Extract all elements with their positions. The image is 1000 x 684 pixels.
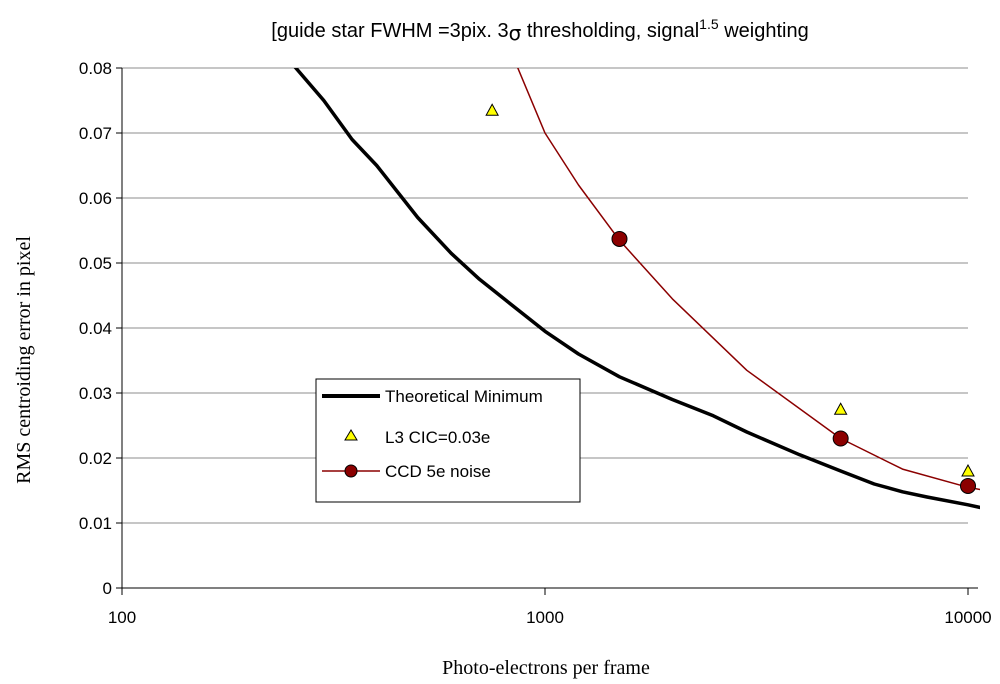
- y-tick-label: 0.07: [79, 124, 112, 143]
- l3-cic-marker: [485, 103, 499, 116]
- legend: Theoretical Minimum L3 CIC=0.03e CCD 5e …: [315, 378, 581, 503]
- x-tick-label: 1000: [526, 608, 564, 627]
- series-theoretical-minimum-line: [293, 68, 980, 510]
- y-tick-label: 0: [103, 579, 112, 598]
- legend-label-l3-cic: L3 CIC=0.03e: [385, 428, 490, 447]
- l3-cic-marker: [961, 463, 975, 477]
- ccd-noise-marker: [611, 230, 628, 247]
- chart-title: [guide star FWHM =3pix. 3σ thresholding,…: [271, 16, 808, 45]
- chart-title-prefix: [guide star FWHM =3pix. 3: [271, 20, 508, 42]
- x-axis-title: Photo-electrons per frame: [442, 657, 650, 679]
- y-tick-label: 0.05: [79, 254, 112, 273]
- chart-title-superscript: 1.5: [699, 16, 719, 32]
- y-tick-label: 0.01: [79, 514, 112, 533]
- y-tick-label: 0.06: [79, 189, 112, 208]
- l3-cic-marker: [833, 402, 848, 415]
- y-tick-label: 0.02: [79, 449, 112, 468]
- series-layer: [293, 68, 980, 510]
- x-tick-label: 10000: [944, 608, 991, 627]
- chart-title-middle: thresholding, signal: [521, 20, 699, 42]
- chart-title-suffix: weighting: [719, 20, 809, 42]
- legend-label-ccd-noise: CCD 5e noise: [385, 462, 491, 481]
- y-tick-label: 0.03: [79, 384, 112, 403]
- ccd-noise-marker: [832, 430, 849, 447]
- legend-box: [315, 378, 581, 503]
- series-ccd-noise-line: [517, 68, 980, 491]
- ccd-noise-marker: [960, 477, 976, 494]
- chart-title-sigma: σ: [509, 21, 522, 45]
- ticks: 0 0.01 0.02 0.03 0.04 0.05 0.06 0.07 0.08 100 1000…: [79, 59, 992, 627]
- legend-swatch-l3-cic: [344, 429, 358, 441]
- x-tick-label: 100: [108, 608, 136, 627]
- legend-swatch-ccd-marker: [344, 464, 358, 478]
- y-axis-title: RMS centroiding error in pixel: [13, 236, 35, 484]
- legend-label-theoretical-minimum: Theoretical Minimum: [385, 387, 543, 406]
- y-tick-label: 0.08: [79, 59, 112, 78]
- y-tick-label: 0.04: [79, 319, 112, 338]
